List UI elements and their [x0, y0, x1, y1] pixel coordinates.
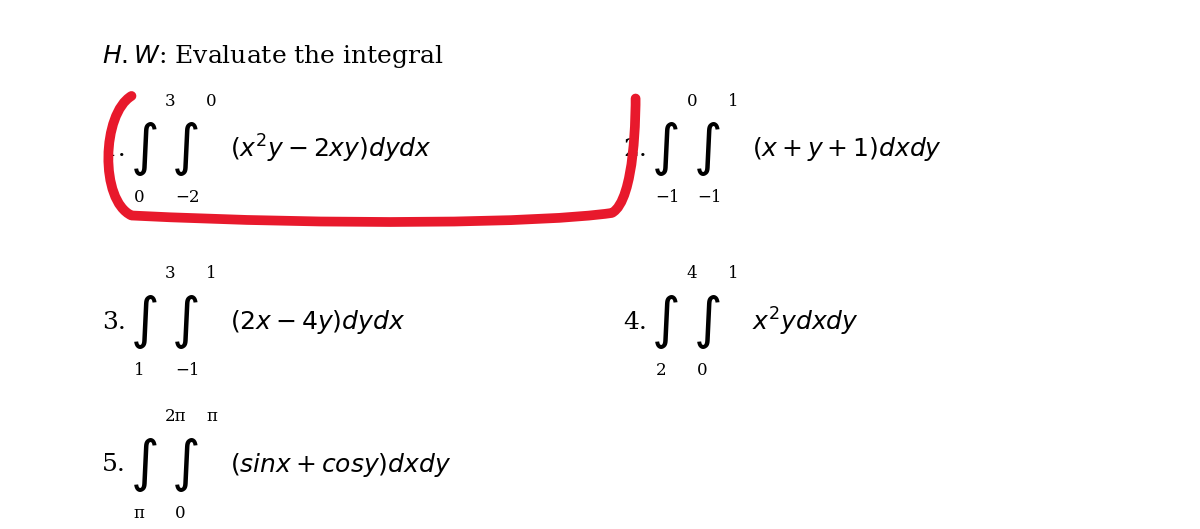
Text: −1: −1 [175, 362, 200, 379]
Text: π: π [134, 505, 145, 522]
Text: 2.: 2. [624, 138, 648, 161]
Text: $\mathbf{\mathit{H.W}}$: Evaluate the integral: $\mathbf{\mathit{H.W}}$: Evaluate the in… [102, 42, 444, 69]
Text: $\int$: $\int$ [692, 121, 720, 178]
Text: $\int$: $\int$ [172, 121, 199, 178]
Text: $\int$: $\int$ [652, 293, 679, 351]
Text: $(sinx + cosy)dxdy$: $(sinx + cosy)dxdy$ [230, 451, 451, 479]
Text: 1: 1 [134, 362, 144, 379]
Text: 5.: 5. [102, 453, 126, 476]
Text: −2: −2 [175, 189, 200, 206]
Text: 0: 0 [134, 189, 144, 206]
Text: 1: 1 [728, 93, 739, 110]
Text: $\int$: $\int$ [172, 293, 199, 351]
Text: 3: 3 [164, 266, 175, 282]
Text: 2: 2 [655, 362, 666, 379]
Text: 3.: 3. [102, 311, 126, 334]
Text: 3: 3 [164, 93, 175, 110]
Text: $\int$: $\int$ [652, 121, 679, 178]
Text: $(x^2y - 2xy)dydx$: $(x^2y - 2xy)dydx$ [230, 133, 432, 166]
Text: $\int$: $\int$ [130, 121, 157, 178]
Text: $(2x - 4y)dydx$: $(2x - 4y)dydx$ [230, 308, 406, 336]
Text: −1: −1 [655, 189, 680, 206]
Text: $\int$: $\int$ [130, 436, 157, 494]
Text: 1: 1 [206, 266, 217, 282]
Text: 0: 0 [686, 93, 697, 110]
Text: 0: 0 [175, 505, 186, 522]
Text: $\int$: $\int$ [692, 293, 720, 351]
Text: 4.: 4. [624, 311, 648, 334]
Text: 0: 0 [206, 93, 217, 110]
Text: 1: 1 [728, 266, 739, 282]
Text: π: π [206, 408, 217, 425]
Text: 2π: 2π [164, 408, 186, 425]
Text: $\int$: $\int$ [130, 293, 157, 351]
Text: 0: 0 [697, 362, 708, 379]
Text: $(x + y + 1)dxdy$: $(x + y + 1)dxdy$ [752, 135, 942, 163]
Text: $x^2ydxdy$: $x^2ydxdy$ [752, 306, 859, 339]
Text: −1: −1 [697, 189, 721, 206]
Text: 1.: 1. [102, 138, 126, 161]
Text: $\int$: $\int$ [172, 436, 199, 494]
Text: 4: 4 [686, 266, 697, 282]
